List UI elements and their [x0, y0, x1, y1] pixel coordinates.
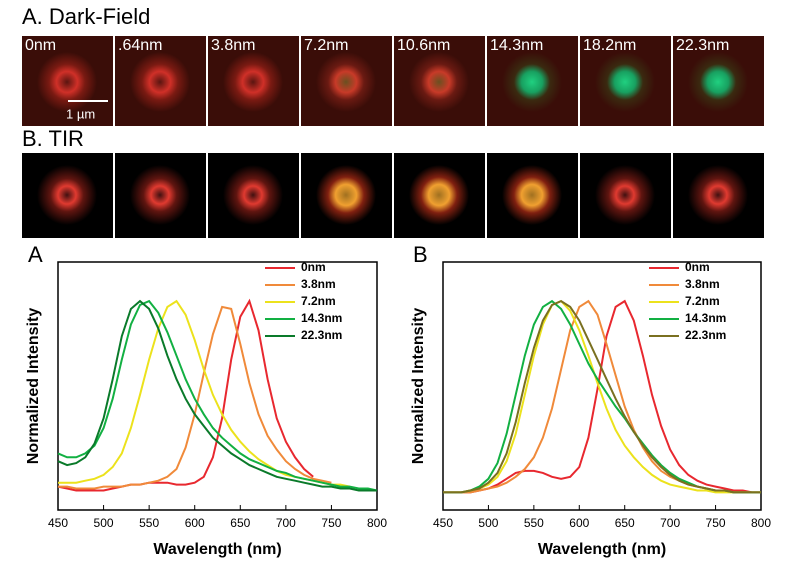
- x-tick-label: 800: [751, 516, 771, 530]
- scale-bar-label: 1 µm: [66, 106, 95, 121]
- particle: [37, 165, 97, 225]
- x-tick-label: 700: [660, 516, 680, 530]
- particle: [223, 165, 283, 225]
- x-tick-label: 750: [706, 516, 726, 530]
- panel-title: A. Dark-Field: [22, 4, 150, 29]
- x-tick-label: 600: [185, 516, 205, 530]
- x-axis-label: Wavelength (nm): [538, 541, 666, 558]
- legend-label: 14.3nm: [685, 311, 726, 325]
- x-tick-label: 650: [615, 516, 635, 530]
- particle: [223, 52, 283, 112]
- legend-label: 0nm: [301, 260, 326, 274]
- legend-label: 22.3nm: [301, 328, 342, 342]
- x-tick-label: 650: [230, 516, 250, 530]
- thickness-label: 18.2nm: [583, 37, 636, 54]
- thickness-label: 14.3nm: [490, 37, 543, 54]
- legend-label: 7.2nm: [685, 294, 720, 308]
- particle: [595, 165, 655, 225]
- x-tick-label: 450: [433, 516, 453, 530]
- thickness-label: 0nm: [25, 37, 56, 54]
- spectrum-line: [443, 299, 761, 494]
- particle: [595, 52, 655, 112]
- particle: [502, 165, 562, 225]
- x-tick-label: 700: [276, 516, 296, 530]
- particle: [316, 165, 376, 225]
- x-tick-label: 550: [524, 516, 544, 530]
- particle: [130, 52, 190, 112]
- particle: [37, 52, 97, 112]
- legend-label: 22.3nm: [685, 328, 726, 342]
- particle: [409, 52, 469, 112]
- chart-title: A: [28, 242, 43, 267]
- particle: [316, 52, 376, 112]
- panel-title: B. TIR: [22, 126, 84, 151]
- thickness-label: 22.3nm: [676, 37, 729, 54]
- legend-label: 14.3nm: [301, 311, 342, 325]
- particle: [688, 165, 748, 225]
- spectrum-line: [443, 299, 761, 494]
- x-tick-label: 500: [478, 516, 498, 530]
- x-tick-label: 800: [367, 516, 387, 530]
- particle: [688, 52, 748, 112]
- chart-title: B: [413, 242, 428, 267]
- x-tick-label: 550: [139, 516, 159, 530]
- x-tick-label: 750: [321, 516, 341, 530]
- plot-frame: [57, 261, 378, 511]
- spectrum-line: [57, 298, 314, 492]
- particle: [409, 165, 469, 225]
- legend-label: 3.8nm: [301, 277, 336, 291]
- x-axis-label: Wavelength (nm): [153, 541, 281, 558]
- legend-label: 3.8nm: [685, 277, 720, 291]
- legend-label: 0nm: [685, 260, 710, 274]
- y-axis-label: Normalized Intensity: [410, 308, 427, 465]
- x-tick-label: 600: [569, 516, 589, 530]
- spectrum-line: [443, 299, 761, 494]
- thickness-label: 10.6nm: [397, 37, 450, 54]
- y-axis-label: Normalized Intensity: [25, 308, 42, 465]
- legend-label: 7.2nm: [301, 294, 336, 308]
- thickness-label: 3.8nm: [211, 37, 255, 54]
- particle: [502, 52, 562, 112]
- thickness-label: .64nm: [118, 37, 162, 54]
- spectrum-line: [57, 299, 377, 492]
- thickness-label: 7.2nm: [304, 37, 348, 54]
- x-tick-label: 450: [48, 516, 68, 530]
- x-tick-label: 500: [94, 516, 114, 530]
- spectrum-line: [57, 299, 378, 492]
- plot-frame: [442, 261, 762, 511]
- particle: [130, 165, 190, 225]
